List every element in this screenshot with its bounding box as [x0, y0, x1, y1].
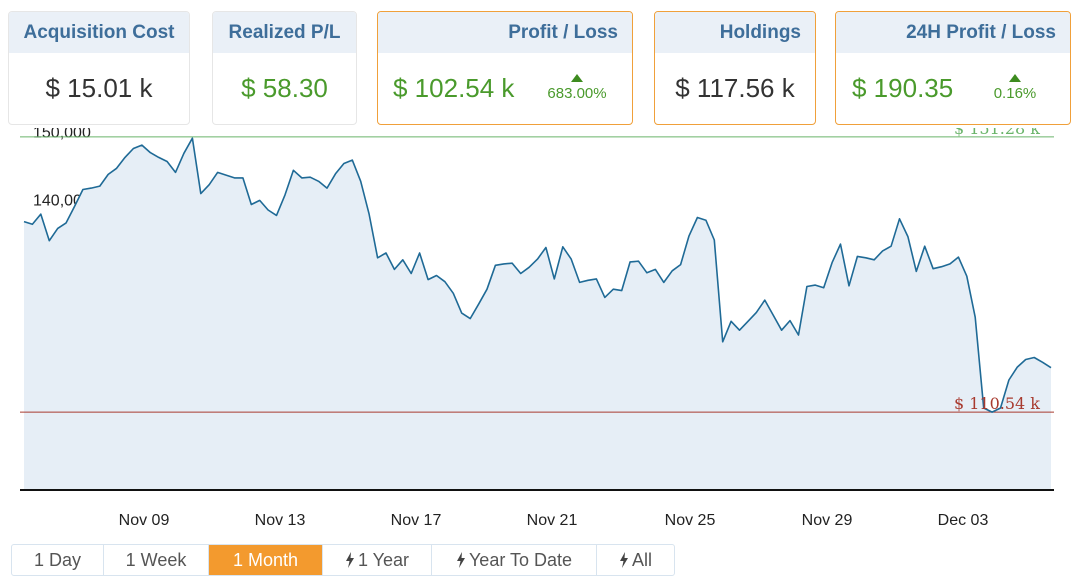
- profit-loss-card: Profit / Loss $ 102.54 k 683.00%: [377, 11, 633, 125]
- x-axis-labels: Nov 09 Nov 13 Nov 17 Nov 21 Nov 25 Nov 29 Dec …: [119, 512, 989, 529]
- value-line: [23, 137, 1052, 413]
- profit-loss-24h-change-value: 0.16%: [993, 85, 1037, 102]
- timeframe-1-day-button[interactable]: 1 Day: [12, 545, 104, 575]
- high-value-label: $ 151.28 k: [954, 128, 1040, 138]
- lightning-bolt-icon: [619, 552, 628, 568]
- triangle-up-icon: [571, 74, 583, 82]
- realized-pl-title: Realized P/L: [213, 12, 356, 53]
- timeframe-1-month-button[interactable]: 1 Month: [209, 545, 323, 575]
- profit-loss-24h-change: 0.16%: [975, 74, 1055, 102]
- x-tick-label: Nov 29: [802, 512, 853, 529]
- timeframe-1-year-label: 1 Year: [357, 550, 410, 570]
- profit-loss-24h-card: 24H Profit / Loss $ 190.35 0.16%: [835, 11, 1071, 125]
- lightning-bolt-icon: [456, 552, 465, 568]
- profit-loss-value: $ 102.54 k: [393, 73, 515, 103]
- lightning-bolt-icon: [345, 552, 354, 568]
- profit-loss-title: Profit / Loss: [378, 12, 632, 53]
- timeframe-1-day-label: 1 Day: [33, 550, 82, 570]
- x-tick-label: Nov 17: [391, 512, 442, 529]
- profit-loss-24h-title: 24H Profit / Loss: [836, 12, 1070, 53]
- timeframe-selector: 1 Day 1 Week 1 Month 1 Year Year To Date…: [11, 544, 675, 576]
- holdings-value: $ 117.56 k: [675, 73, 795, 103]
- timeframe-ytd-label: Year To Date: [468, 550, 573, 570]
- holdings-card: Holdings $ 117.56 k: [654, 11, 816, 125]
- portfolio-value-chart[interactable]: 150,000140,000130,000120,000110,000100,0…: [0, 128, 1080, 540]
- y-tick-label: 150,000: [33, 128, 91, 141]
- low-value-label: $ 110.54 k: [954, 394, 1040, 413]
- timeframe-ytd-button[interactable]: Year To Date: [432, 545, 597, 575]
- timeframe-1-week-button[interactable]: 1 Week: [104, 545, 209, 575]
- x-tick-label: Dec 03: [938, 512, 989, 529]
- realized-pl-value: $ 58.30: [241, 73, 328, 103]
- x-tick-label: Nov 13: [255, 512, 306, 529]
- acquisition-cost-card: Acquisition Cost $ 15.01 k: [8, 11, 190, 125]
- timeframe-all-label: All: [631, 550, 652, 570]
- timeframe-all-button[interactable]: All: [597, 545, 674, 575]
- triangle-up-icon: [1009, 74, 1021, 82]
- acquisition-cost-title: Acquisition Cost: [9, 12, 189, 53]
- timeframe-1-month-label: 1 Month: [232, 550, 299, 570]
- profit-loss-change-value: 683.00%: [547, 85, 607, 102]
- realized-pl-card: Realized P/L $ 58.30: [212, 11, 357, 125]
- timeframe-1-week-label: 1 Week: [125, 550, 187, 570]
- x-tick-label: Nov 21: [527, 512, 578, 529]
- profit-loss-change: 683.00%: [537, 74, 617, 102]
- holdings-title: Holdings: [655, 12, 815, 53]
- value-area: [24, 138, 1051, 490]
- timeframe-1-year-button[interactable]: 1 Year: [323, 545, 432, 575]
- x-tick-label: Nov 09: [119, 512, 170, 529]
- profit-loss-24h-value: $ 190.35: [852, 73, 954, 103]
- acquisition-cost-value: $ 15.01 k: [45, 73, 153, 103]
- x-tick-label: Nov 25: [665, 512, 716, 529]
